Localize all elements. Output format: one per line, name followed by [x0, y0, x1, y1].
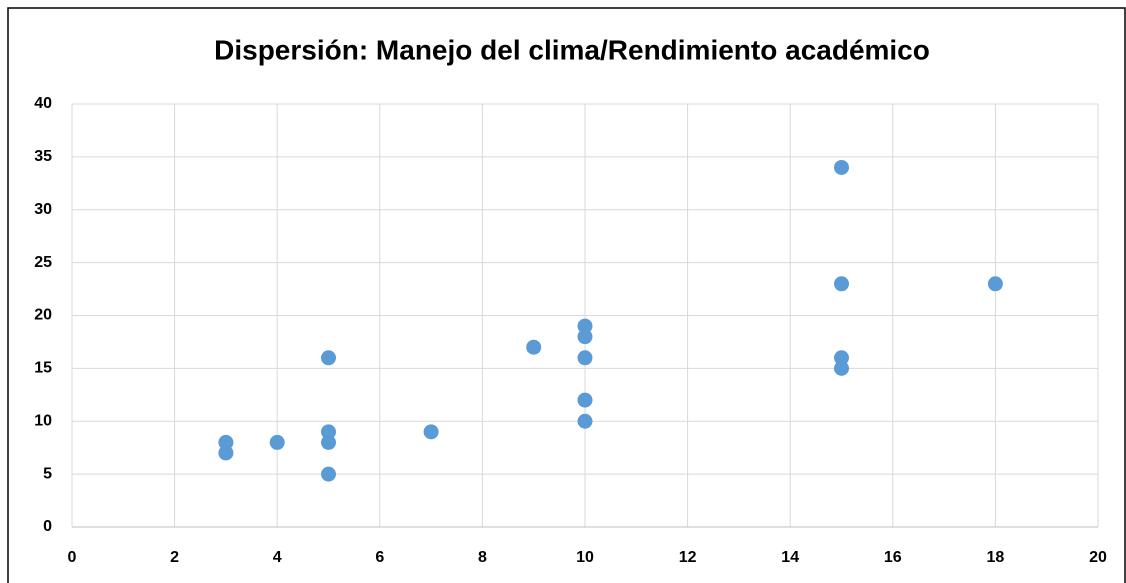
point: [321, 424, 336, 440]
x-tick-label: 8: [478, 549, 487, 566]
point: [577, 318, 593, 334]
y-tick-label: 35: [34, 148, 52, 165]
chart-title: Dispersión: Manejo del clima/Rendimiento…: [214, 34, 930, 65]
point: [577, 350, 593, 366]
point: [218, 445, 234, 461]
point: [321, 466, 336, 482]
x-tick-label: 16: [884, 549, 902, 566]
point: [321, 434, 336, 450]
y-tick-label: 5: [43, 465, 52, 482]
point: [423, 424, 439, 440]
x-tick-label: 0: [68, 549, 77, 566]
x-tick-label: 10: [576, 549, 594, 566]
chart-border: [7, 7, 1126, 583]
y-tick-label: 40: [34, 95, 52, 112]
point: [269, 434, 285, 450]
point: [577, 329, 593, 345]
point: [218, 434, 234, 450]
point: [834, 350, 849, 366]
x-tick-label: 14: [781, 549, 799, 566]
y-tick-label: 25: [34, 254, 52, 271]
point: [526, 339, 542, 355]
y-tick-label: 30: [34, 201, 52, 218]
point: [987, 276, 1003, 292]
point: [577, 392, 593, 408]
x-tick-label: 4: [273, 549, 282, 566]
point: [834, 360, 849, 376]
x-tick-label: 18: [987, 549, 1005, 566]
y-tick-label: 0: [43, 518, 52, 535]
point: [834, 159, 849, 175]
y-tick-label: 20: [34, 307, 52, 324]
x-tick-label: 12: [679, 549, 697, 566]
y-tick-label: 10: [34, 412, 52, 429]
point: [834, 276, 849, 292]
x-tick-label: 2: [170, 549, 179, 566]
point: [321, 350, 336, 366]
x-tick-label: 6: [375, 549, 384, 566]
y-tick-label: 15: [34, 360, 52, 377]
x-tick-label: 20: [1089, 549, 1107, 566]
point: [577, 413, 593, 429]
